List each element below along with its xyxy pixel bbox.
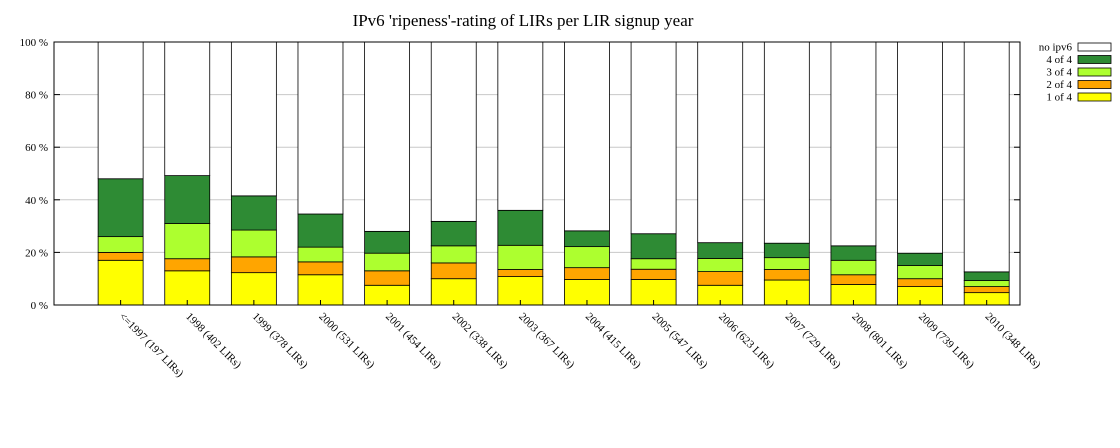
bar-segment	[897, 265, 943, 280]
legend-swatch	[1077, 80, 1112, 89]
bar-segment	[364, 252, 411, 272]
bar-segment	[97, 41, 144, 180]
bar-segment	[430, 41, 477, 222]
x-tick-label: 2008 (801 LIRs)	[849, 311, 910, 372]
legend-label: 4 of 4	[1046, 54, 1072, 66]
legend-swatch	[1077, 55, 1112, 64]
bar-segment	[963, 280, 1010, 287]
bar-segment	[630, 258, 677, 270]
x-tick-label: 2004 (415 LIRs)	[583, 311, 644, 372]
bar-segment	[97, 236, 144, 253]
x-tick-label: 2003 (367 LIRs)	[516, 311, 577, 372]
legend-label: no ipv6	[1039, 42, 1073, 54]
bar-segment	[830, 41, 877, 247]
bar-segment	[963, 41, 1010, 273]
x-tick-label: 2006 (623 LIRs)	[716, 311, 777, 372]
bar-segment	[430, 245, 477, 264]
bar-segment	[497, 244, 544, 270]
legend-swatch	[1077, 67, 1112, 77]
plot-border	[53, 41, 1021, 306]
legend-label: 3 of 4	[1046, 67, 1072, 79]
x-tick-label: 2007 (729 LIRs)	[783, 311, 844, 372]
bar-segment	[430, 220, 477, 247]
bar-segment	[164, 175, 211, 224]
bar-segment	[697, 258, 744, 272]
bar-segment	[830, 245, 877, 261]
legend-swatch	[1077, 42, 1112, 52]
x-tick-label: 1999 (378 LIRs)	[250, 311, 311, 372]
bar-segment	[763, 269, 810, 281]
bar-segment	[630, 233, 677, 260]
legend-label: 1 of 4	[1046, 92, 1072, 104]
bar-segment	[164, 258, 211, 272]
x-tick-label: 2009 (739 LIRs)	[916, 311, 977, 372]
bar-segment	[164, 270, 211, 306]
bar-segment	[830, 274, 877, 285]
bar-segment	[497, 269, 544, 277]
plot-frame	[53, 41, 1021, 306]
bar-segment	[963, 286, 1010, 294]
y-tick-label: 100 %	[20, 37, 48, 49]
bar-segment	[697, 41, 744, 244]
x-tick-label: 1998 (402 LIRs)	[183, 311, 244, 372]
bar-segment	[564, 267, 610, 280]
bar-segment	[564, 230, 610, 248]
bar-segment	[897, 278, 943, 287]
bar-segment	[564, 41, 610, 232]
bar-segment	[364, 230, 411, 254]
bar-segment	[230, 272, 277, 306]
bar-segment	[763, 242, 810, 259]
bar-segment	[697, 242, 744, 259]
bar-segment	[763, 41, 810, 244]
y-tick-label: 40 %	[25, 195, 48, 207]
bar-segment	[97, 178, 144, 238]
x-tick-label: <=1997 (197 LIRs)	[116, 311, 185, 380]
x-axis: <=1997 (197 LIRs)1998 (402 LIRs) 1999 (37…	[116, 300, 1043, 380]
bar-segment	[430, 262, 477, 280]
bar-segment	[297, 261, 344, 276]
bar-segment	[763, 257, 810, 270]
bar-segment	[630, 268, 677, 280]
y-axis: 0 % 20 % 40 % 60 % 80 % 100 %	[20, 37, 1020, 312]
bar-segment	[97, 251, 144, 261]
bar-segment	[963, 271, 1010, 281]
x-tick-label: 2000 (531 LIRs)	[316, 311, 377, 372]
bar-segment	[297, 41, 344, 215]
bar-segment	[297, 213, 344, 248]
x-tick-label: 2005 (547 LIRs)	[649, 311, 710, 372]
bar-segment	[564, 246, 610, 269]
y-tick-label: 0 %	[31, 300, 48, 312]
bar-segment	[497, 41, 544, 211]
bar-segment	[230, 195, 277, 231]
x-tick-label: 2010 (348 LIRs)	[983, 311, 1044, 372]
bar-segment	[697, 271, 744, 286]
bar-segment	[230, 256, 277, 274]
bar-segment	[164, 41, 211, 177]
legend-swatch	[1077, 92, 1112, 102]
bar-segment	[230, 41, 277, 197]
bar-segment	[897, 252, 943, 266]
bar-segment	[297, 246, 344, 263]
bar-segment	[364, 41, 411, 232]
bars	[97, 41, 1010, 306]
legend-label: 2 of 4	[1046, 79, 1072, 91]
bar-segment	[630, 41, 677, 235]
y-tick-label: 80 %	[25, 90, 48, 102]
bar-segment	[497, 209, 544, 246]
y-tick-label: 20 %	[25, 247, 48, 259]
y-tick-label: 60 %	[25, 142, 48, 154]
x-tick-label: 2001 (454 LIRs)	[383, 311, 444, 372]
x-tick-label: 2002 (338 LIRs)	[450, 311, 511, 372]
bar-segment	[830, 259, 877, 276]
bar-segment	[164, 223, 211, 260]
bar-segment	[97, 259, 144, 306]
bar-segment	[897, 41, 943, 254]
bar-segment	[230, 229, 277, 258]
bar-segment	[364, 270, 411, 286]
chart-title: IPv6 'ripeness'-rating of LIRs per LIR s…	[353, 11, 694, 30]
